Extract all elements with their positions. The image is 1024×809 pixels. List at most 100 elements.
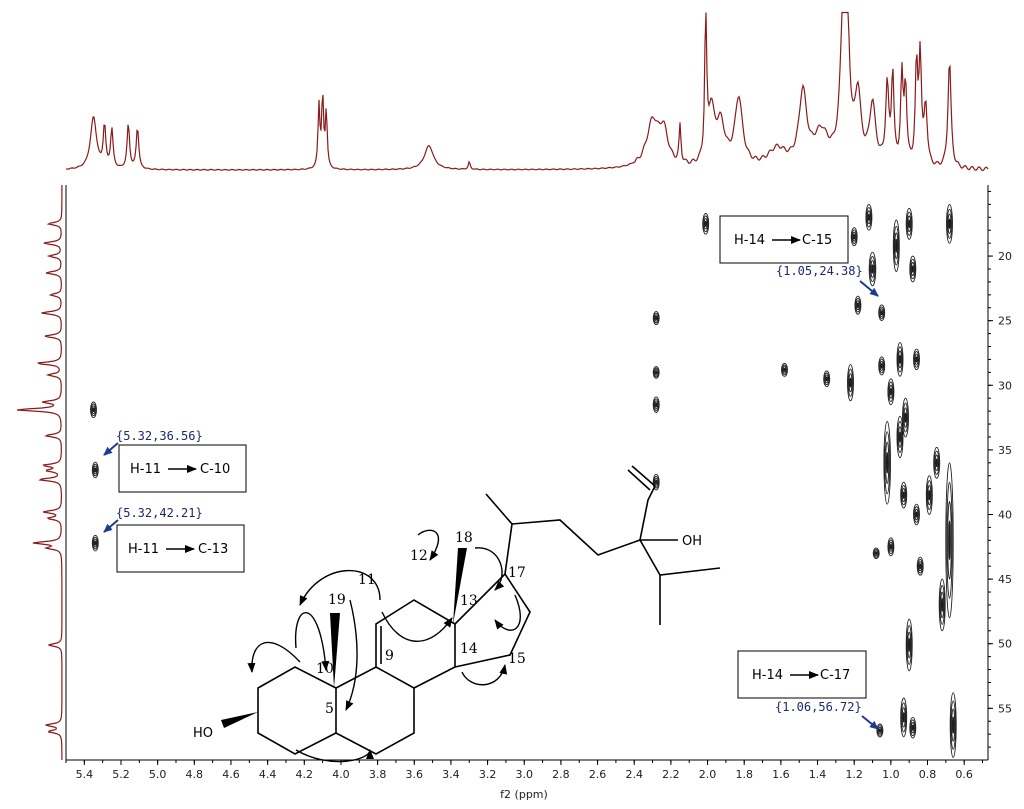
contour-level <box>893 225 900 266</box>
contour-level <box>653 312 659 324</box>
y-tick-label: 20 <box>998 250 1012 263</box>
x-tick-label: 1.2 <box>845 768 863 781</box>
contour-level <box>652 396 660 413</box>
contour-level <box>925 475 933 515</box>
x-tick-label: 5.2 <box>112 768 130 781</box>
x-tick-label: 2.8 <box>552 768 570 781</box>
cross-peak <box>913 503 920 526</box>
contour-level <box>879 308 884 318</box>
contour-level <box>653 367 659 378</box>
cross-peak <box>896 415 904 459</box>
x-tick-label: 2.6 <box>589 768 607 781</box>
contour-level <box>91 461 99 479</box>
contour-level <box>878 358 885 374</box>
x-tick-label: 0.6 <box>955 768 973 781</box>
contour-level <box>905 207 913 240</box>
contour-level <box>702 213 710 235</box>
contour-level <box>874 550 879 557</box>
contour-level <box>654 370 658 375</box>
contour-level <box>901 707 906 728</box>
contour-level <box>878 356 886 376</box>
annotation-to-label: C-13 <box>198 542 228 557</box>
annotation-coordinates: {5.32,42.21} <box>116 506 203 520</box>
contour-level <box>906 211 912 236</box>
contour-level <box>915 511 918 518</box>
annotation-to-label: C-10 <box>200 462 230 477</box>
contour-level <box>885 452 889 474</box>
atom-label-c19: 19 <box>328 592 346 608</box>
annotation-h14-c17: H-14 C-17 {1.06,56.72} <box>737 650 879 730</box>
contour-level <box>889 544 893 550</box>
cross-peak <box>652 396 660 413</box>
contour-level <box>876 723 884 738</box>
contour-level <box>847 364 854 402</box>
contour-level <box>783 367 786 372</box>
contour-level <box>885 441 890 484</box>
contour-level <box>872 547 880 559</box>
cross-peak-contours <box>90 203 957 758</box>
atom-label-c17: 17 <box>508 565 526 581</box>
y-tick-label: 45 <box>998 573 1012 586</box>
contour-level <box>946 203 953 244</box>
contour-level <box>847 368 854 397</box>
contour-level <box>90 403 97 417</box>
atom-label-c9: 9 <box>385 648 394 664</box>
x-tick-label: 4.6 <box>222 768 240 781</box>
annotation-coordinates: {5.32,36.56} <box>116 429 203 443</box>
contour-level <box>940 591 945 619</box>
cross-peak <box>91 534 99 552</box>
contour-level <box>896 342 904 377</box>
contour-level <box>918 563 922 569</box>
cross-peak <box>847 364 854 402</box>
atom-label-c18: 18 <box>455 530 473 546</box>
contour-level <box>652 366 660 379</box>
contour-level <box>909 255 917 283</box>
contour-level <box>879 360 884 371</box>
contour-level <box>946 481 953 599</box>
contour-level <box>948 520 951 561</box>
contour-level <box>867 213 871 221</box>
contour-level <box>654 314 659 322</box>
contour-level <box>906 625 912 665</box>
contour-level <box>918 561 923 572</box>
contour-level <box>703 218 708 230</box>
cross-peak <box>868 251 877 287</box>
contour-level <box>878 304 886 321</box>
contour-level <box>913 506 920 523</box>
y-tick-label: 30 <box>998 379 1012 392</box>
contour-level <box>896 415 904 459</box>
contour-level <box>888 384 893 399</box>
contour-level <box>888 381 894 402</box>
contour-level <box>883 421 891 505</box>
cross-peak <box>909 716 917 739</box>
annotation-to-label: C-17 <box>820 668 850 683</box>
y-axis-ticks: 20 25 30 35 40 45 50 55 <box>988 190 1012 748</box>
atom-label-c5: 5 <box>325 701 334 717</box>
cross-peak <box>887 537 895 557</box>
x-tick-label: 3.2 <box>479 768 497 781</box>
x-tick-label: 4.8 <box>186 768 204 781</box>
cross-peak <box>916 556 924 576</box>
atom-label-c10: 10 <box>316 661 334 677</box>
contour-level <box>782 366 787 374</box>
contour-level <box>654 477 659 487</box>
x-tick-label: 5.4 <box>76 768 94 781</box>
contour-level <box>914 508 919 521</box>
contour-level <box>849 377 852 388</box>
annotation-from-label: H-14 <box>752 668 783 683</box>
contour-level <box>94 540 97 546</box>
molecule-structure <box>257 465 721 755</box>
cross-peak <box>900 481 908 509</box>
cross-peak <box>905 618 913 672</box>
contour-level <box>878 306 885 319</box>
x-tick-label: 3.8 <box>369 768 387 781</box>
cross-peak <box>945 462 954 619</box>
cross-peak <box>887 378 895 406</box>
x-tick-label: 1.8 <box>735 768 753 781</box>
contour-level <box>878 728 882 733</box>
contour-level <box>948 218 951 230</box>
contour-level <box>913 351 920 368</box>
contour-level <box>856 302 860 308</box>
cross-peak <box>878 304 886 321</box>
